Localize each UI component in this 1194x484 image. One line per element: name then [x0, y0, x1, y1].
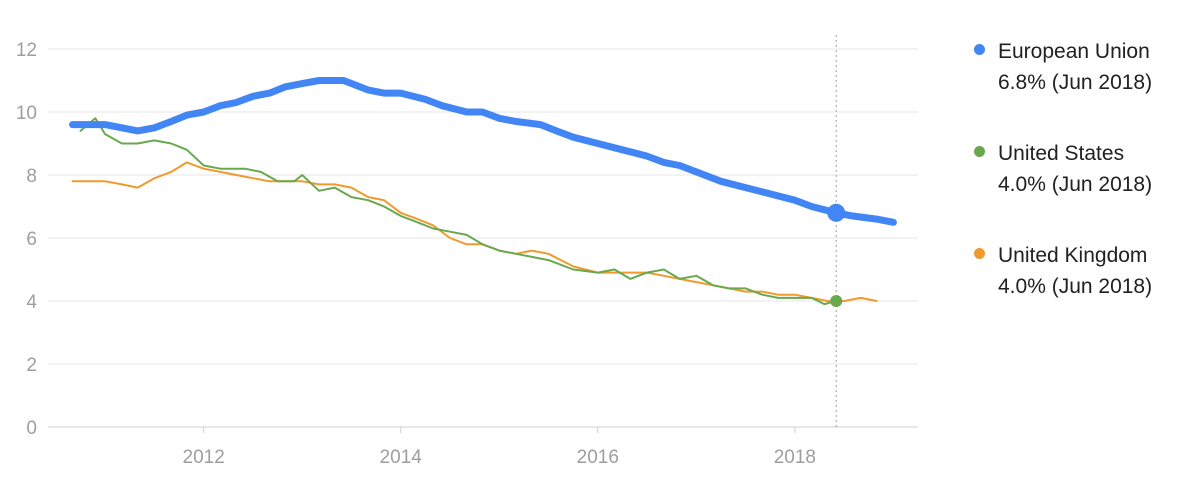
x-axis-tick-labels: 2012 2014 2016 2018: [183, 427, 816, 468]
series-lines: [69, 77, 897, 306]
y-tick-label: 2: [26, 355, 37, 376]
x-tick-label: 2014: [380, 447, 423, 468]
x-tick-label: 2018: [774, 447, 816, 468]
line-chart: 0 2 4 6 8 10 12 2012 2014 2016 2018: [16, 35, 918, 468]
legend-series-value: 4.0% (Jun 2018): [998, 173, 1153, 196]
y-tick-label: 6: [26, 229, 37, 250]
hover-marker-united-states: [830, 295, 843, 307]
y-tick-label: 10: [16, 103, 37, 124]
legend-series-name: European Union: [998, 40, 1150, 63]
legend-series-name: United States: [998, 142, 1125, 165]
legend-series-value: 6.8% (Jun 2018): [998, 71, 1153, 94]
legend-item-european-union[interactable]: European Union 6.8% (Jun 2018): [968, 36, 1188, 98]
series-line-united-kingdom: [71, 161, 878, 302]
hover-marker-european-union: [827, 203, 846, 222]
y-tick-label: 8: [26, 166, 37, 187]
legend-series-value: 4.0% (Jun 2018): [998, 275, 1153, 298]
legend-item-united-states[interactable]: United States 4.0% (Jun 2018): [968, 138, 1188, 200]
legend: European Union 6.8% (Jun 2018) United St…: [968, 36, 1188, 342]
legend-series-name: United Kingdom: [998, 244, 1148, 267]
legend-dot-icon: [974, 146, 985, 157]
y-axis-tick-labels: 0 2 4 6 8 10 12: [16, 40, 38, 439]
legend-dot-icon: [974, 248, 985, 259]
x-tick-label: 2016: [577, 447, 619, 468]
legend-dot-icon: [974, 44, 985, 55]
horizontal-gridlines: [48, 48, 918, 428]
x-tick-label: 2012: [183, 447, 225, 468]
y-tick-label: 0: [26, 418, 37, 439]
legend-item-united-kingdom[interactable]: United Kingdom 4.0% (Jun 2018): [968, 240, 1188, 302]
series-line-european-union: [69, 77, 897, 226]
y-tick-label: 4: [26, 292, 37, 313]
series-line-united-states: [79, 117, 838, 306]
hover-markers: [827, 203, 846, 307]
y-tick-label: 12: [16, 40, 37, 61]
